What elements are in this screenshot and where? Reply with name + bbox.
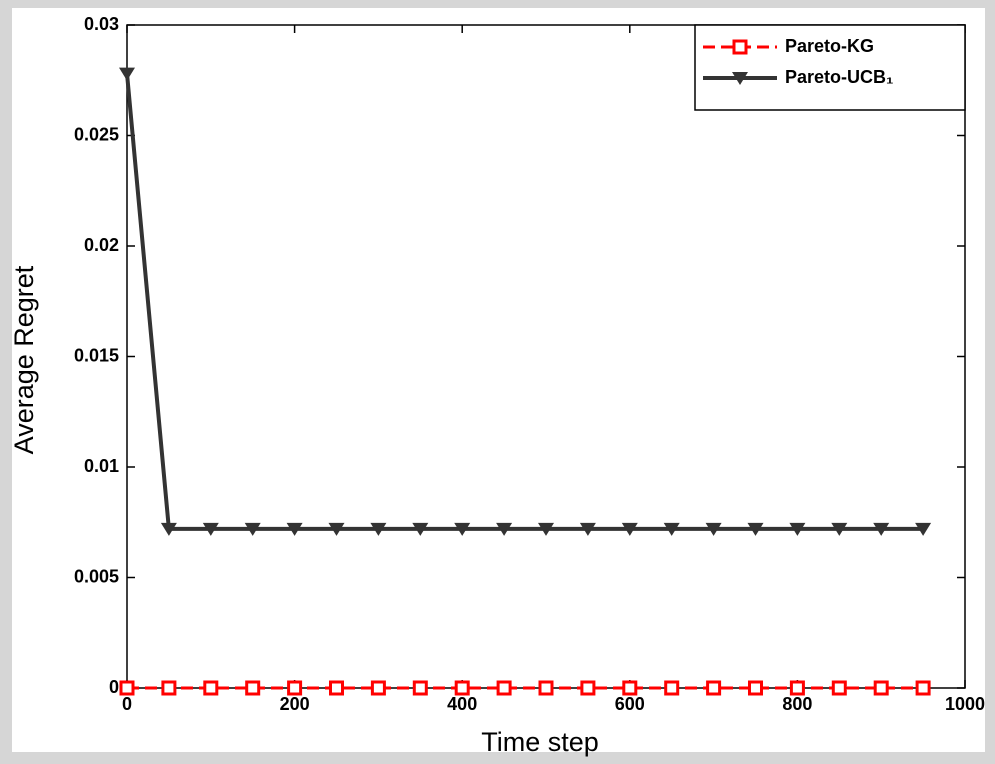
x-tick-label: 0 [122,694,132,714]
data-point [370,522,387,536]
data-point [831,522,848,536]
data-point [454,680,470,696]
data-point [119,680,135,696]
x-tick-label: 800 [782,694,812,714]
data-point [663,522,680,536]
data-point [789,522,806,536]
series-line [125,73,924,531]
data-point [580,680,596,696]
legend-marker [732,72,748,85]
legend-marker [732,39,748,55]
data-point [579,522,596,536]
x-tick-label: 600 [615,694,645,714]
data-point [412,522,429,536]
data-point [621,522,638,536]
data-point [160,522,177,536]
data-point [286,522,303,536]
legend-box [694,24,966,111]
data-point [622,680,638,696]
data-point [706,680,722,696]
y-tick-label: 0.01 [84,456,119,476]
data-point [496,522,513,536]
y-tick-label: 0.025 [74,124,119,144]
x-tick-label: 1000 [945,694,985,714]
data-point [915,680,931,696]
x-tick-label: 400 [447,694,477,714]
y-tick-label: 0.03 [84,14,119,34]
data-point [873,522,890,536]
data-point [245,680,261,696]
legend-label: Pareto-UCB₁ [785,67,893,87]
data-point [705,522,722,536]
y-tick-label: 0 [109,677,119,697]
data-point [287,680,303,696]
data-point [831,680,847,696]
data-point [538,522,554,536]
data-point [748,680,763,696]
data-point [202,522,219,536]
data-point [664,680,680,696]
legend-label: Pareto-KG [785,36,874,56]
data-point [203,680,219,696]
data-point [370,680,386,696]
y-tick-label: 0.015 [74,345,119,365]
data-point [328,522,345,536]
data-point [329,680,344,696]
x-axis-label: Time step [481,727,599,757]
data-point [538,680,554,696]
y-tick-label: 0.02 [84,235,119,255]
data-point [161,680,177,696]
plot-area [126,24,966,689]
data-point [454,522,471,536]
y-tick-label: 0.005 [74,566,119,586]
data-point [915,522,932,536]
data-point [244,522,261,536]
data-point [119,67,135,81]
data-point [873,680,889,696]
data-point [789,680,805,696]
data-point [496,680,512,696]
data-point [412,680,428,696]
x-tick-label: 200 [280,694,310,714]
data-point [747,522,764,536]
y-axis-label: Average Regret [9,265,39,454]
